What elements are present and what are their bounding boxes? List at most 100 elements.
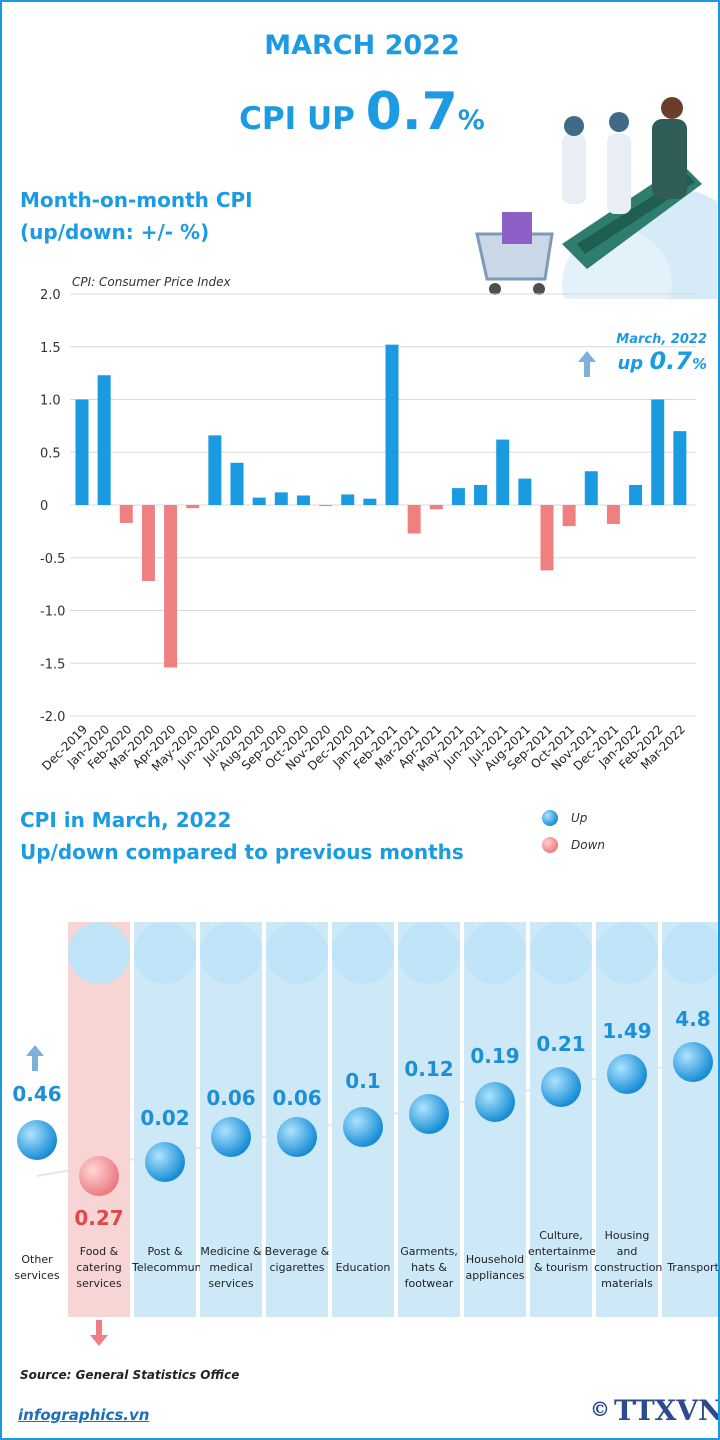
bar	[186, 505, 200, 509]
house-icon	[596, 922, 658, 984]
bar	[208, 435, 222, 505]
bar	[606, 505, 620, 524]
antenna-tower-icon	[134, 922, 196, 984]
up-arrow-icon	[578, 351, 596, 377]
up-arrow-icon	[26, 1045, 44, 1071]
groups-subtitle: Up/down compared to previous months	[20, 840, 464, 864]
bar	[540, 505, 554, 571]
up-ball	[277, 1117, 317, 1157]
bar	[97, 375, 111, 505]
bar	[363, 498, 377, 505]
bar	[651, 399, 665, 505]
group-value: 0.46	[12, 1082, 62, 1106]
monthly-cpi-chart: 2.01.51.00.50-0.5-1.0-1.5-2.0Dec-2019Jan…	[39, 288, 696, 774]
callout-label: March, 2022	[616, 332, 707, 347]
group-column	[134, 922, 196, 1317]
down-ball	[79, 1156, 119, 1196]
group-label: Food & catering services	[76, 1245, 122, 1290]
group-label: Household appliances	[465, 1253, 525, 1282]
group-column	[530, 922, 592, 1317]
callout-unit: %	[691, 355, 707, 373]
down-arrow-icon	[90, 1320, 108, 1346]
bar	[164, 505, 178, 668]
traffic-light-icon	[662, 922, 718, 984]
y-tick-label: 0.5	[40, 446, 61, 461]
group-label: Other services	[14, 1253, 60, 1282]
y-tick-label: 1.0	[40, 394, 61, 409]
cpi-prefix: CPI UP	[239, 101, 366, 137]
legend-up-dot	[542, 810, 558, 826]
bar	[274, 492, 288, 505]
source-note: Source: General Statistics Office	[20, 1368, 240, 1382]
y-tick-label: 2.0	[40, 288, 61, 303]
group-value: 0.19	[470, 1044, 520, 1068]
copyright-icon: ©	[590, 1397, 610, 1421]
bar	[629, 484, 643, 505]
bar	[407, 505, 421, 534]
site-link[interactable]: infographics.vn	[18, 1406, 150, 1424]
chart-title: Month-on-month CPI	[20, 188, 253, 212]
group-label: Garments, hats & footwear	[400, 1245, 458, 1290]
groups-title: CPI in March, 2022	[20, 808, 232, 832]
page-title: MARCH 2022	[264, 30, 460, 61]
bar	[319, 505, 333, 507]
logo-text: TTXVN	[614, 1394, 720, 1427]
group-value: 0.06	[206, 1086, 256, 1110]
up-ball	[145, 1142, 185, 1182]
group-label: Education	[335, 1261, 391, 1274]
bar	[230, 462, 244, 505]
march-callout: March, 2022 up 0.7%	[602, 332, 707, 375]
bar	[474, 484, 488, 505]
group-label: Culture, entertainment & tourism	[528, 1229, 608, 1274]
food-plate-icon	[68, 922, 130, 984]
y-tick-label: -0.5	[40, 552, 65, 567]
graduation-cap-icon	[332, 922, 394, 984]
beverage-icon	[266, 922, 328, 984]
washing-machine-icon	[464, 922, 526, 984]
bar	[451, 488, 465, 505]
y-tick-label: -2.0	[40, 710, 65, 725]
chart-note: CPI: Consumer Price Index	[72, 275, 231, 289]
bar	[296, 495, 310, 505]
up-ball	[607, 1054, 647, 1094]
up-ball	[541, 1067, 581, 1107]
shirt-shoes-icon	[398, 922, 460, 984]
bar	[252, 497, 266, 505]
bar	[496, 439, 510, 505]
up-ball	[673, 1042, 713, 1082]
group-value: 0.27	[74, 1206, 124, 1230]
up-ball	[409, 1094, 449, 1134]
callout-value-line: up 0.7%	[602, 347, 707, 375]
group-value: 1.49	[602, 1019, 652, 1043]
group-value: 0.12	[404, 1057, 454, 1081]
group-column	[662, 922, 718, 1317]
group-column	[68, 922, 130, 1317]
shopping-illustration	[475, 97, 717, 299]
callout-value: 0.7	[649, 347, 692, 375]
group-column	[596, 922, 658, 1317]
bar	[429, 505, 443, 510]
bar	[562, 505, 576, 527]
y-tick-label: 0	[40, 499, 48, 514]
cpi-unit: %	[457, 105, 485, 136]
bar	[673, 431, 687, 505]
bar	[75, 399, 89, 505]
bar	[141, 505, 155, 581]
legend-down-dot	[542, 837, 558, 853]
group-label: Transport	[667, 1261, 719, 1274]
bar	[341, 494, 355, 505]
clapperboard-icon	[530, 922, 592, 984]
up-ball	[211, 1117, 251, 1157]
up-ball	[343, 1107, 383, 1147]
y-tick-label: -1.0	[40, 605, 65, 620]
legend-up-label: Up	[571, 811, 588, 825]
up-ball	[17, 1120, 57, 1160]
bar	[385, 344, 399, 505]
bar	[518, 478, 532, 505]
up-ball	[475, 1082, 515, 1122]
bar	[119, 505, 133, 523]
cpi-value: 0.7	[365, 82, 458, 142]
group-value: 0.1	[345, 1069, 381, 1093]
group-value: 0.02	[140, 1106, 190, 1130]
